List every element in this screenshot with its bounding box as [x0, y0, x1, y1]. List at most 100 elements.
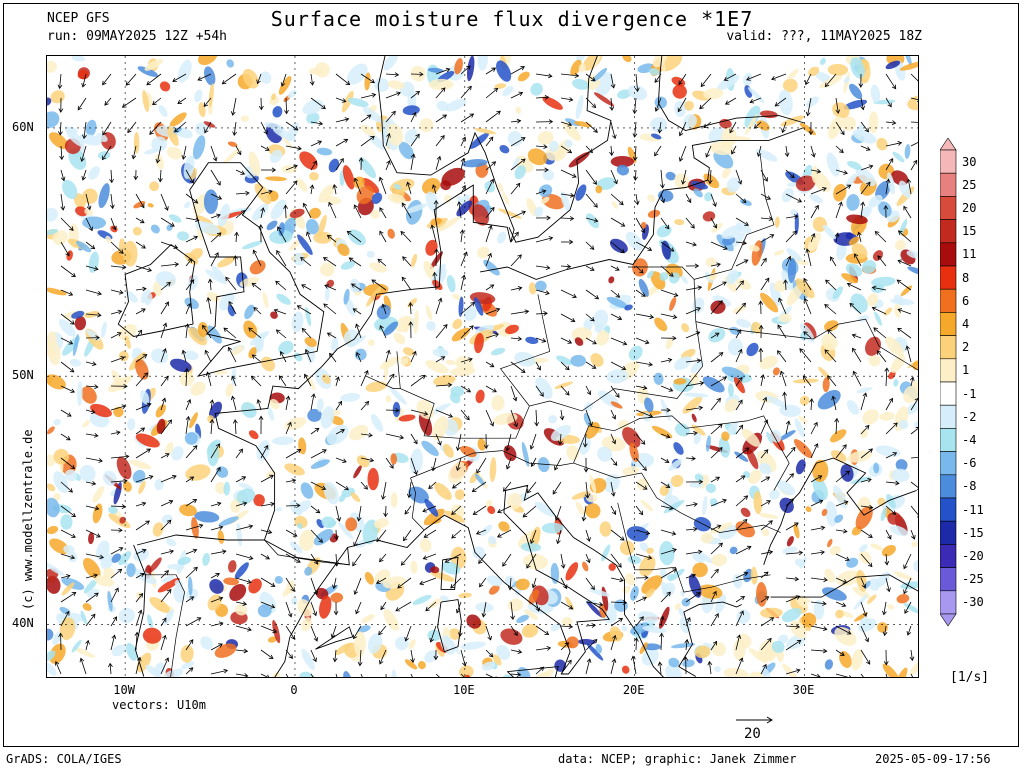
lat-tick-label: 50N — [12, 368, 34, 383]
convergence-cell — [675, 423, 690, 437]
convergence-cell — [575, 94, 584, 120]
convergence-cell — [718, 436, 731, 458]
wind-vector — [758, 300, 764, 315]
wind-vector — [860, 625, 869, 643]
convergence-cell — [427, 629, 441, 642]
convergence-cell — [343, 671, 352, 677]
divergence-cell — [353, 465, 362, 479]
divergence-cell — [790, 620, 807, 639]
wind-vector — [431, 184, 437, 195]
colorbar-level-label: 8 — [962, 270, 970, 285]
wind-vector — [585, 638, 598, 651]
wind-vector — [335, 97, 347, 103]
wind-vector — [460, 136, 466, 147]
wind-vector — [710, 498, 727, 507]
coastline — [136, 56, 515, 546]
wind-vector — [635, 457, 647, 471]
wind-vector — [559, 409, 565, 421]
divergence-cell — [298, 437, 307, 455]
convergence-cell — [347, 97, 369, 107]
wind-vector — [425, 601, 437, 612]
divergence-cell — [885, 336, 904, 357]
wind-vector — [435, 67, 451, 75]
divergence-cell — [772, 367, 780, 376]
convergence-cell — [289, 500, 303, 516]
convergence-cell — [47, 628, 54, 641]
divergence-cell — [217, 256, 236, 268]
colorbar-swatch — [940, 265, 957, 290]
divergence-cell — [387, 80, 405, 90]
divergence-cell — [744, 113, 758, 136]
wind-vector — [232, 419, 238, 435]
convergence-cell — [299, 671, 316, 677]
wind-vector — [54, 660, 62, 675]
divergence-cell — [421, 177, 441, 195]
wind-vector — [785, 550, 804, 556]
convergence-cell — [821, 587, 847, 601]
wind-vector — [110, 289, 124, 295]
wind-vector — [460, 385, 472, 393]
wind-vector — [710, 217, 718, 229]
divergence-cell — [748, 244, 760, 252]
convergence-cell — [183, 350, 199, 361]
convergence-cell — [316, 398, 324, 412]
wind-vector — [760, 520, 773, 531]
divergence-cell — [47, 575, 61, 594]
wind-vector — [851, 333, 862, 339]
convergence-cell — [47, 497, 60, 518]
wind-vector — [302, 202, 312, 219]
wind-vector — [483, 433, 489, 450]
wind-vector — [634, 193, 640, 206]
wind-vector — [632, 145, 638, 162]
wind-vector — [251, 282, 262, 291]
divergence-cell — [309, 207, 321, 219]
wind-vector — [260, 601, 276, 609]
wind-vector — [260, 474, 274, 483]
divergence-cell — [505, 324, 519, 335]
wind-vector — [485, 252, 492, 267]
wind-vector — [884, 367, 890, 387]
convergence-cell — [904, 144, 911, 159]
wind-vector — [335, 157, 344, 171]
wind-vector — [81, 169, 87, 181]
divergence-cell — [364, 571, 375, 585]
convergence-cell — [665, 171, 676, 181]
wind-vector — [897, 259, 912, 267]
convergence-cell — [642, 412, 651, 422]
map-canvas[interactable] — [47, 56, 919, 678]
convergence-cell — [408, 486, 429, 504]
convergence-cell — [133, 548, 149, 562]
convergence-cell — [297, 234, 313, 255]
convergence-cell — [80, 610, 87, 625]
wind-vector — [207, 278, 213, 291]
wind-vector — [379, 553, 387, 563]
wind-vector — [497, 529, 512, 538]
divergence-cell — [190, 381, 206, 396]
wind-vector — [260, 529, 273, 535]
wind-vector — [635, 289, 646, 297]
divergence-cell — [711, 642, 726, 657]
convergence-cell — [541, 522, 564, 534]
wind-vector — [326, 332, 337, 339]
wind-vector — [434, 248, 439, 267]
convergence-cell — [278, 340, 294, 355]
wind-vector — [85, 613, 96, 627]
convergence-cell — [824, 659, 833, 670]
wind-vector — [660, 505, 674, 511]
map-panel[interactable] — [46, 55, 919, 678]
convergence-cell — [184, 201, 191, 209]
convergence-cell — [47, 229, 59, 236]
coastline — [657, 56, 805, 131]
wind-vector — [660, 241, 675, 252]
wind-vector — [635, 433, 646, 445]
divergence-cell — [709, 141, 734, 155]
convergence-cell — [729, 326, 741, 335]
wind-vector — [735, 571, 749, 579]
wind-vector — [310, 160, 317, 171]
convergence-cell — [870, 84, 881, 103]
wind-vector — [210, 549, 227, 555]
wind-vector — [353, 577, 362, 595]
divergence-cell — [822, 377, 830, 392]
convergence-cell — [575, 184, 587, 201]
wind-vector — [485, 161, 497, 171]
